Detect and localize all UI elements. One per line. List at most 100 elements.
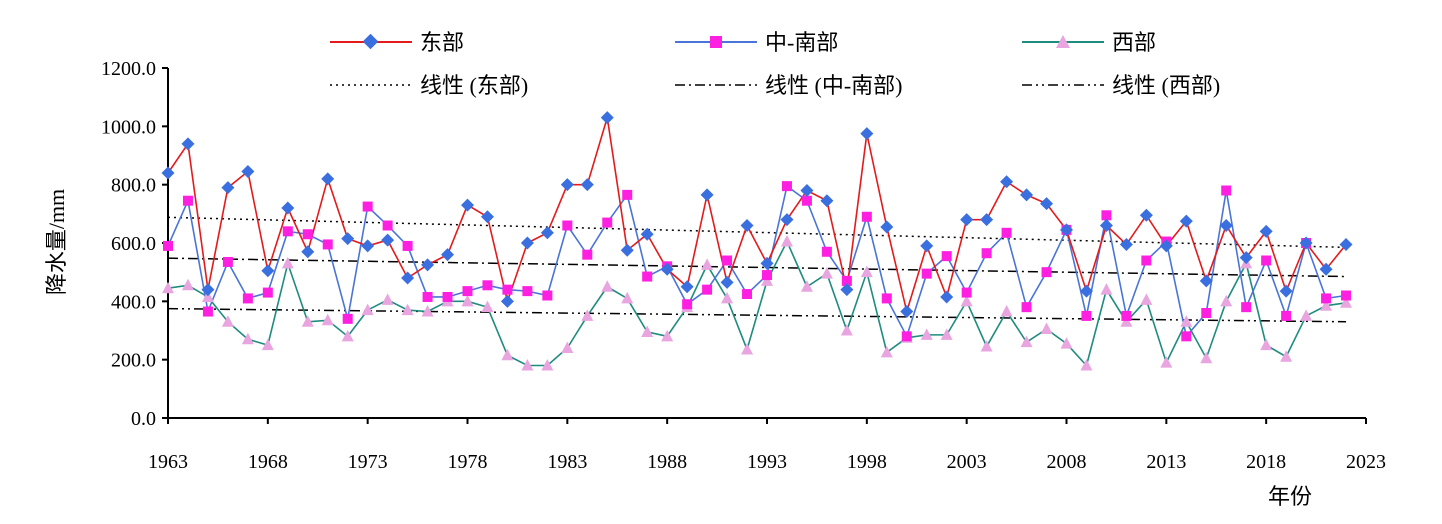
data-point-0-40 — [960, 213, 974, 227]
data-point-0-56 — [1279, 284, 1293, 298]
data-point-2-38 — [920, 328, 933, 340]
data-point-0-23 — [620, 243, 634, 257]
data-point-1-42 — [1001, 227, 1012, 238]
data-point-2-22 — [601, 280, 614, 292]
y-tick-label: 200.0 — [111, 350, 156, 372]
data-point-1-24 — [642, 271, 653, 282]
data-point-0-14 — [441, 248, 455, 262]
data-point-0-48 — [1119, 237, 1133, 251]
data-point-0-47 — [1099, 219, 1113, 232]
data-point-0-10 — [361, 239, 375, 253]
x-axis-label: 年份 — [1268, 484, 1312, 509]
data-point-1-17 — [502, 284, 513, 295]
data-point-2-39 — [940, 328, 953, 340]
data-point-0-49 — [1139, 208, 1153, 222]
data-point-2-48 — [1120, 315, 1133, 327]
data-point-0-11 — [381, 233, 395, 247]
data-point-1-43 — [1021, 302, 1032, 313]
x-tick-label: 1998 — [847, 451, 887, 473]
data-point-0-13 — [421, 258, 435, 272]
data-point-1-54 — [1241, 302, 1252, 313]
data-point-0-52 — [1199, 274, 1213, 288]
legend-marker-central-south — [710, 36, 722, 48]
data-point-2-11 — [381, 293, 394, 305]
data-point-1-52 — [1201, 308, 1212, 318]
data-point-0-38 — [920, 239, 934, 253]
x-tick-label: 2003 — [947, 451, 987, 473]
legend-label-east: 东部 — [420, 30, 464, 55]
data-point-0-44 — [1040, 197, 1054, 211]
data-point-0-42 — [1000, 175, 1014, 189]
legend-item-trend-west: 线性 (西部) — [1022, 73, 1220, 98]
data-point-1-32 — [801, 195, 812, 206]
legend-label-west: 西部 — [1112, 30, 1156, 55]
legend-marker-east — [362, 33, 379, 50]
data-point-1-18 — [522, 286, 533, 297]
data-point-2-24 — [641, 325, 654, 337]
data-point-1-35 — [861, 211, 872, 222]
data-point-1-53 — [1221, 185, 1232, 196]
data-point-0-41 — [980, 213, 994, 227]
x-ticks: 1963 1968 1973 1978 1983 1988 1993 1998 2003 2008… — [148, 418, 1386, 473]
data-point-1-28 — [722, 255, 733, 266]
legend-label-trend-west: 线性 (西部) — [1112, 73, 1220, 98]
data-point-2-57 — [1300, 309, 1313, 321]
data-point-0-28 — [720, 275, 734, 289]
data-point-0-27 — [700, 188, 714, 202]
data-point-2-47 — [1100, 283, 1113, 295]
data-point-1-23 — [622, 189, 633, 200]
data-point-2-13 — [421, 305, 434, 317]
data-point-1-22 — [602, 217, 613, 228]
data-point-0-45 — [1060, 223, 1073, 237]
legend-label-central-south: 中-南部 — [765, 30, 838, 55]
data-point-0-58 — [1319, 262, 1333, 276]
y-tick-label: 1200.0 — [101, 58, 156, 80]
data-point-1-13 — [422, 291, 433, 302]
data-point-2-20 — [561, 341, 574, 353]
data-point-1-5 — [262, 287, 273, 298]
data-point-2-29 — [741, 342, 754, 355]
data-series — [161, 111, 1353, 371]
data-point-0-29 — [740, 219, 754, 232]
x-tick-label: 2018 — [1246, 451, 1286, 473]
data-point-0-39 — [940, 290, 954, 304]
data-point-0-21 — [580, 178, 594, 192]
data-point-1-38 — [921, 268, 932, 279]
y-tick-label: 400.0 — [111, 291, 156, 313]
data-point-0-17 — [500, 294, 514, 308]
data-point-2-4 — [241, 332, 254, 345]
x-tick-label: 2013 — [1146, 451, 1186, 473]
data-point-0-1 — [181, 137, 195, 151]
data-point-1-21 — [582, 249, 593, 260]
data-point-0-53 — [1219, 219, 1233, 232]
data-point-0-20 — [560, 178, 574, 192]
data-point-1-27 — [702, 284, 713, 295]
data-point-0-31 — [780, 213, 794, 227]
data-point-1-34 — [841, 275, 852, 286]
data-point-0-8 — [321, 172, 335, 186]
legend-label-trend-central-south: 线性 (中-南部) — [765, 73, 902, 98]
data-point-1-41 — [981, 248, 992, 259]
data-point-1-51 — [1181, 331, 1192, 342]
data-point-2-23 — [621, 291, 634, 304]
data-point-1-16 — [482, 280, 493, 291]
legend: 东部 中-南部 西部 线性 (东部) 线性 (中-南部) 线性 (西部) — [330, 30, 1220, 98]
y-tick-label: 0.0 — [131, 408, 156, 430]
data-point-2-51 — [1180, 315, 1193, 327]
data-point-2-0 — [162, 281, 174, 294]
data-point-2-34 — [840, 324, 853, 336]
data-point-0-18 — [520, 236, 534, 250]
data-point-1-2 — [202, 306, 213, 317]
data-point-2-10 — [361, 303, 374, 316]
data-point-0-37 — [900, 305, 914, 319]
data-point-1-48 — [1121, 310, 1132, 321]
x-tick-label: 1968 — [248, 451, 288, 473]
data-point-1-37 — [901, 331, 912, 342]
data-point-2-27 — [701, 258, 714, 270]
data-point-0-46 — [1079, 284, 1093, 298]
data-point-1-49 — [1141, 255, 1152, 266]
x-tick-label: 1983 — [547, 451, 587, 473]
data-point-0-30 — [760, 256, 774, 270]
data-point-2-56 — [1280, 350, 1293, 362]
